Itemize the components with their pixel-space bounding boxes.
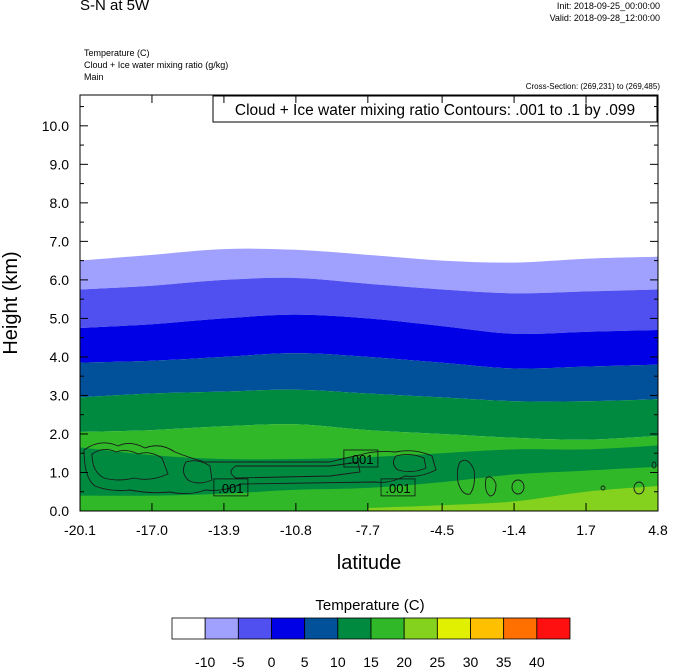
contour-line: [633, 481, 645, 495]
x-tick-label: -4.5: [430, 522, 454, 538]
temperature-band: [367, 486, 658, 511]
colorbar-label: 40: [529, 654, 545, 668]
x-tick-label: -13.9: [208, 522, 240, 538]
contour-labels: .001 .001 .001: [213, 449, 416, 497]
colorbar-swatch: [436, 617, 471, 640]
y-tick-label: 5.0: [50, 310, 70, 326]
y-tick-label: 6.0: [50, 272, 70, 288]
cross-section-label: Cross-Section: (269,231) to (269,485): [525, 82, 660, 91]
colorbar-swatch: [470, 617, 505, 640]
temperature-band: [80, 277, 658, 335]
colorbar-label: 10: [330, 654, 346, 668]
colorbar-swatch: [237, 617, 272, 640]
contour-line: [393, 453, 427, 473]
contour-line: [230, 461, 361, 479]
y-tick-label: 10.0: [42, 118, 69, 134]
contour-line: [91, 449, 169, 481]
y-tick-label: 1.0: [50, 464, 70, 480]
valid-time: Valid: 2018-09-28_12:00:00: [549, 13, 660, 23]
colorbar-label: 15: [363, 654, 379, 668]
contour-label: .001: [213, 478, 249, 497]
colorbar-swatch: [536, 617, 571, 640]
colorbar-label: 5: [301, 654, 309, 668]
colorbar-label: 25: [430, 654, 446, 668]
colorbar-swatch: [337, 617, 372, 640]
contour-label: .001: [343, 449, 379, 468]
temperature-band: [80, 389, 658, 440]
x-tick-label: -20.1: [64, 522, 96, 538]
y-tick-label: 2.0: [50, 426, 70, 442]
colorbar-label: 0: [268, 654, 276, 668]
y-tick-label: 9.0: [50, 156, 70, 172]
init-time: Init: 2018-09-25_00:00:00: [556, 1, 660, 11]
temperature-band: [80, 314, 658, 369]
y-tick-label: 3.0: [50, 387, 70, 403]
field-description-cloud-ice: Cloud + Ice water mixing ratio (g/kg): [84, 60, 229, 70]
y-tick-label: 4.0: [50, 349, 70, 365]
colorbar-label: 20: [396, 654, 412, 668]
contour-label-text: .001: [218, 481, 243, 496]
colorbar-swatch: [204, 617, 239, 640]
colorbar: -10 -5 0 5 10 15 20 25 30 35 40: [171, 617, 571, 668]
colorbar-swatch: [171, 617, 206, 640]
y-tick-label: 8.0: [50, 195, 70, 211]
contour-label-text: .001: [348, 452, 373, 467]
contour-line: [600, 485, 606, 491]
colorbar-label: 30: [463, 654, 479, 668]
contour-line: [485, 476, 497, 497]
x-tick-label: -10.8: [280, 522, 312, 538]
contour-caption-box: Cloud + Ice water mixing ratio Contours:…: [212, 95, 658, 123]
x-tick-label: -7.7: [356, 522, 380, 538]
plot-frame: [79, 94, 659, 512]
x-tick-label: 1.7: [576, 522, 596, 538]
contour-label: .001: [380, 478, 416, 497]
colorbar-title: Temperature (C): [315, 597, 425, 614]
x-tick-label: -1.4: [502, 522, 526, 538]
contour-label-text: .001: [385, 481, 410, 496]
y-axis-label: Height (km): [0, 251, 22, 354]
colorbar-label: 35: [496, 654, 512, 668]
colorbar-swatch: [304, 617, 339, 640]
colorbar-label: -5: [232, 654, 245, 668]
field-description-temperature: Temperature (C): [84, 48, 150, 58]
x-axis-label: latitude: [337, 552, 402, 574]
main-title: S-N at 5W: [80, 0, 150, 14]
field-description-domain: Main: [84, 72, 104, 82]
temperature-band: [80, 445, 658, 496]
colorbar-swatch: [503, 617, 538, 640]
contour-line: [183, 460, 213, 484]
colorbar-swatch: [271, 617, 306, 640]
x-tick-label: -17.0: [136, 522, 168, 538]
contour-line: [511, 479, 525, 495]
contour-caption: Cloud + Ice water mixing ratio Contours:…: [235, 102, 635, 119]
contour-line: [456, 459, 475, 495]
colorbar-swatch: [403, 617, 438, 640]
colorbar-swatch: [370, 617, 405, 640]
y-tick-label: 7.0: [50, 233, 70, 249]
colorbar-label: -10: [195, 654, 215, 668]
x-tick-label: 4.8: [648, 522, 668, 538]
axes: 0.0 1.0 2.0 3.0 4.0 5.0 6.0 7.0 8.0 9.0 10.0 -20.1 -…: [42, 95, 668, 538]
contour-line: [651, 461, 657, 469]
temperature-band: [80, 353, 658, 402]
temperature-band: [80, 248, 658, 294]
y-tick-label: 0.0: [50, 503, 70, 519]
contour-line: [83, 442, 437, 495]
cloud-contours: [83, 442, 657, 497]
